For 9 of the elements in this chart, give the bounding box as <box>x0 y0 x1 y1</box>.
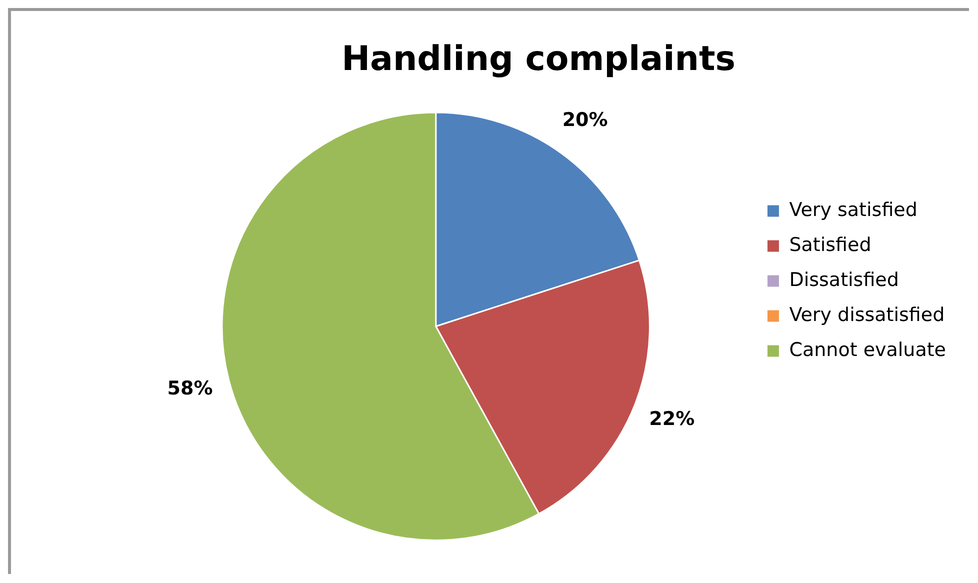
legend-label: Very satisfied <box>789 198 918 221</box>
data-label: 58% <box>167 377 213 400</box>
data-label: 22% <box>649 408 695 430</box>
legend-label: Dissatisfied <box>789 268 899 291</box>
legend-label: Cannot evaluate <box>789 338 946 361</box>
legend-label: Very dissatisfied <box>789 304 945 326</box>
legend-label: Satisfied <box>789 234 872 256</box>
chart-title: Handling complaints <box>342 39 736 80</box>
data-label: 20% <box>562 108 608 131</box>
